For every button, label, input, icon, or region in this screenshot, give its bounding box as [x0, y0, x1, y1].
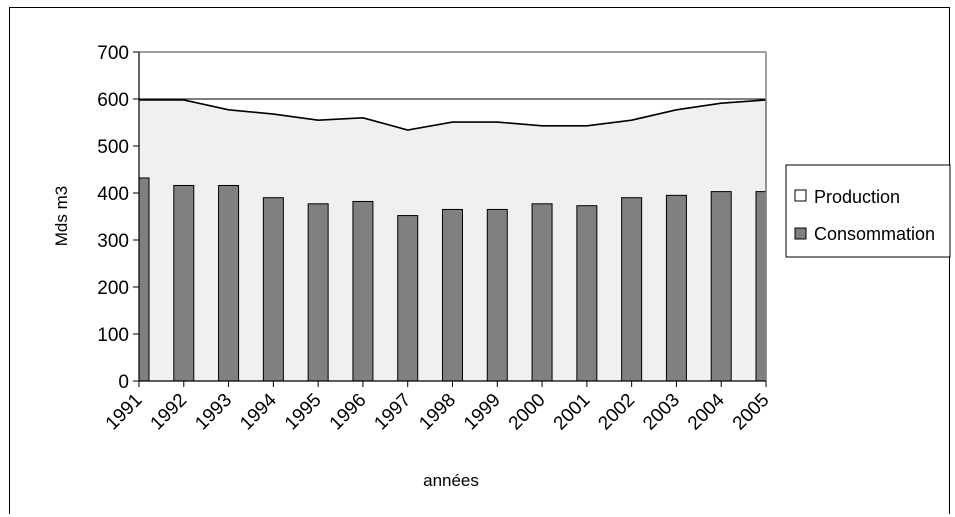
x-tick-label: 1994 [236, 389, 281, 434]
x-tick-label: 2001 [550, 390, 595, 435]
bar-consommation [755, 191, 767, 382]
bar-consommation [531, 203, 553, 382]
bar-consommation [486, 208, 508, 382]
chart-frame [9, 7, 950, 514]
x-tick-label: 1993 [191, 390, 236, 435]
x-tick-label: 1996 [326, 390, 371, 435]
x-tick-label: 1997 [371, 390, 416, 435]
bar-consommation [173, 184, 195, 382]
y-tick-label: 400 [97, 184, 129, 205]
y-tick-label: 200 [97, 278, 129, 299]
bar-consommation [138, 177, 150, 382]
y-tick-label: 100 [97, 325, 129, 346]
x-tick-label: 2005 [729, 390, 774, 435]
y-tick-label: 600 [97, 90, 129, 111]
bar-consommation [442, 208, 463, 382]
y-tick-label: 500 [97, 137, 129, 158]
legend-swatch-production [794, 189, 807, 202]
legend-label-production: Production [814, 187, 900, 207]
y-tick-label: 0 [118, 372, 129, 393]
x-tick-label: 2002 [594, 390, 639, 435]
bar-consommation [397, 215, 419, 382]
x-tick-label: 2004 [684, 389, 729, 434]
y-tick-label: 700 [97, 43, 129, 64]
legend: Production Consommation [785, 164, 951, 258]
bar-consommation [710, 191, 732, 382]
x-tick-label: 1995 [281, 390, 326, 435]
x-axis-title: années [423, 471, 479, 490]
bar-consommation [307, 203, 329, 382]
legend-label-consommation: Consommation [814, 224, 935, 244]
bar-consommation [262, 197, 284, 382]
x-tick-label: 1999 [460, 390, 505, 435]
legend-swatch-consommation [794, 227, 807, 240]
production-line [139, 99, 767, 131]
x-tick-label: 1998 [415, 390, 460, 435]
x-tick-label: 2000 [505, 390, 550, 435]
y-axis-title: Mds m3 [52, 186, 71, 246]
x-tick-label: 1991 [102, 390, 147, 435]
bar-consommation [352, 200, 374, 382]
y-tick-label: 300 [97, 231, 129, 252]
x-tick-label: 2003 [639, 390, 684, 435]
bar-consommation [621, 197, 643, 382]
x-tick-label: 1992 [147, 390, 192, 435]
bar-consommation [218, 184, 240, 382]
bar-consommation [576, 205, 598, 382]
bar-consommation [665, 194, 687, 382]
